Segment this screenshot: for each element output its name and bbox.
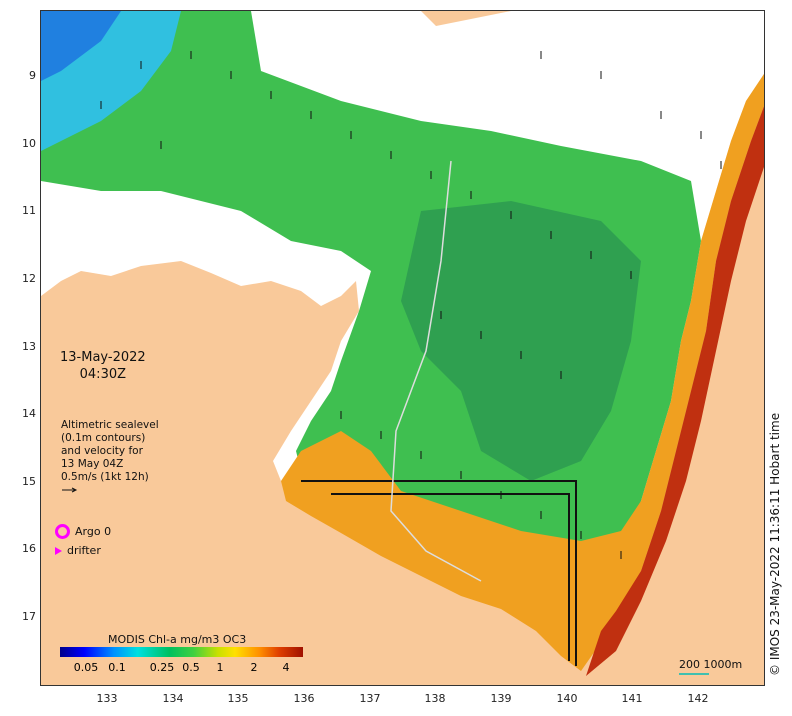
colorbar-tick: 4 — [282, 661, 290, 674]
credit-label: © IMOS 23-May-2022 11:36:11 Hobart time — [768, 412, 782, 676]
lon-label: 138 — [424, 692, 446, 705]
lon-label: 133 — [96, 692, 118, 705]
legend-drifter: drifter — [55, 543, 101, 558]
lat-label: 11 — [22, 204, 36, 217]
altimetry-line: (0.1m contours) — [61, 432, 146, 444]
map-frame[interactable] — [40, 10, 765, 686]
lat-label: 12 — [22, 272, 36, 285]
drifter-label: drifter — [67, 544, 101, 557]
lat-label: 9 — [29, 69, 36, 82]
depth-scale-bar — [679, 673, 709, 675]
lat-label: 14 — [22, 407, 36, 420]
lat-label: 10 — [22, 137, 36, 150]
colorbar-tick: 0.5 — [182, 661, 200, 674]
lon-label: 134 — [162, 692, 184, 705]
lon-label: 136 — [293, 692, 315, 705]
velocity-arrow-icon — [62, 487, 78, 493]
lat-label: 16 — [22, 542, 36, 555]
colorbar — [60, 647, 303, 657]
depth-scale-label: 200 1000m — [679, 658, 743, 671]
colorbar-tick: 1 — [216, 661, 224, 674]
colorbar-tick: 0.25 — [149, 661, 175, 674]
altimetry-info: Altimetric sealevel (0.1m contours) and … — [61, 419, 159, 497]
colorbar-tick: 2 — [250, 661, 258, 674]
altimetry-line: 13 May 04Z — [61, 458, 124, 470]
drifter-icon — [55, 546, 62, 555]
lon-label: 141 — [621, 692, 643, 705]
lon-label: 139 — [490, 692, 512, 705]
lat-label: 17 — [22, 610, 36, 623]
lat-label: 15 — [22, 475, 36, 488]
argo-label: Argo 0 — [75, 525, 112, 538]
lat-label: 13 — [22, 340, 36, 353]
legend-argo: Argo 0 — [55, 524, 111, 539]
altimetry-line: and velocity for — [61, 445, 143, 457]
lon-label: 137 — [359, 692, 381, 705]
date-label: 13-May-2022 — [60, 350, 146, 365]
date-time-label: 13-May-2022 04:30Z — [60, 349, 146, 383]
lon-label: 140 — [556, 692, 578, 705]
colorbar-tick: 0.1 — [108, 661, 126, 674]
colorbar-tick: 0.05 — [73, 661, 99, 674]
colorbar-title: MODIS Chl-a mg/m3 OC3 — [108, 633, 247, 646]
chlorophyll-map — [41, 11, 764, 685]
lon-label: 135 — [227, 692, 249, 705]
altimetry-line: 0.5m/s (1kt 12h) — [61, 471, 149, 483]
altimetry-line: Altimetric sealevel — [61, 419, 159, 431]
time-label: 04:30Z — [79, 367, 127, 382]
argo-ring-icon — [55, 524, 70, 539]
lon-label: 142 — [687, 692, 709, 705]
